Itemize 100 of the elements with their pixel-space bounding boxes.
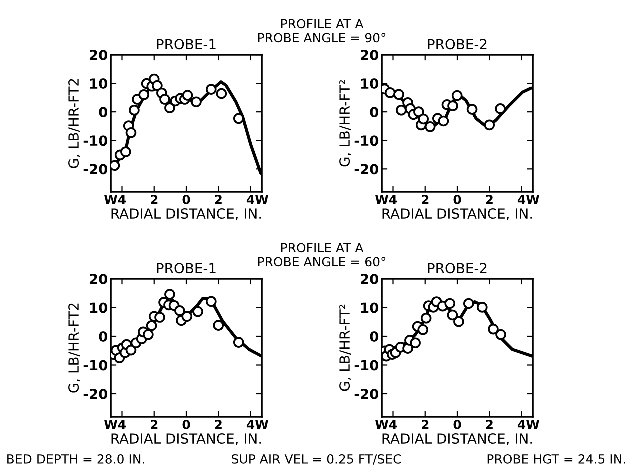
x-tick-label: W: [375, 195, 389, 204]
point: [495, 104, 506, 114]
point: [496, 329, 506, 340]
y-tick-label: -10: [84, 360, 108, 371]
point: [126, 344, 137, 356]
point: [206, 84, 217, 95]
point: [410, 338, 421, 349]
point: [438, 116, 450, 127]
chart-title: PROBE-1: [157, 263, 216, 274]
y-tick-label: 20: [90, 50, 108, 60]
point: [476, 302, 488, 313]
y-tick-label: -10: [354, 360, 379, 371]
x-tick-label: W: [375, 420, 389, 430]
point: [394, 89, 404, 100]
point: [206, 296, 217, 308]
point: [164, 102, 176, 114]
point: [120, 146, 132, 158]
y-tick-label: 0: [99, 107, 108, 118]
y-tick-label: -10: [354, 136, 379, 146]
x-tick-label: 4: [518, 420, 526, 430]
x-tick-label: 4: [118, 195, 126, 204]
y-tick-label: -10: [84, 136, 108, 146]
point: [143, 329, 154, 340]
point: [484, 120, 496, 131]
chart-title: PROBE-1: [157, 39, 216, 50]
y-tick-label: 10: [361, 78, 379, 90]
x-tick-label: 4: [118, 420, 126, 430]
x-tick-label: 4: [246, 195, 255, 204]
point: [466, 104, 478, 115]
point: [182, 90, 194, 101]
point: [146, 320, 158, 332]
text: PROBE ANGLE = 90°: [258, 33, 386, 43]
y-axis-title: G, LB/HR-FT2: [68, 304, 80, 393]
point: [138, 90, 150, 100]
x-tick-label: 0: [182, 195, 190, 204]
y-tick-label: 10: [361, 302, 379, 314]
chart-title: PROBE-2: [428, 39, 487, 50]
point: [233, 113, 244, 124]
point: [216, 88, 228, 100]
text: PROFILE AT A: [281, 19, 364, 29]
point: [418, 114, 430, 125]
x-axis-title: RADIAL DISTANCE, IN.: [112, 434, 262, 446]
text: PROBE HGT = 24.5 IN.: [488, 454, 626, 464]
point: [213, 320, 224, 331]
x-tick-label: 2: [215, 195, 222, 204]
chart-title: PROBE-2: [428, 263, 487, 274]
text: SUP AIR VEL = 0.25 FT/SEC: [232, 454, 402, 465]
y-tick-label: 20: [90, 274, 108, 284]
y-axis-title: G, LB/HR-FT²: [340, 304, 352, 392]
x-axis-title: RADIAL DISTANCE, IN.: [382, 434, 532, 446]
point: [454, 316, 464, 328]
point: [182, 311, 193, 322]
point: [444, 298, 456, 310]
y-tick-label: -20: [84, 164, 108, 175]
text: BED DEPTH = 28.0 IN.: [8, 454, 144, 464]
x-tick-label: W: [526, 195, 540, 204]
point: [396, 104, 407, 116]
x-axis-title: RADIAL DISTANCE, IN.: [382, 208, 532, 220]
y-tick-label: 20: [360, 274, 379, 284]
x-tick-label: 4: [246, 420, 255, 430]
y-tick-label: -20: [84, 388, 108, 400]
point: [126, 128, 137, 138]
point: [452, 90, 463, 102]
x-tick-label: 2: [215, 420, 222, 430]
x-tick-label: 0: [182, 420, 190, 430]
x-tick-label: 2: [486, 420, 493, 430]
y-tick-label: 10: [90, 302, 108, 314]
point: [191, 96, 202, 108]
point: [160, 94, 170, 105]
y-tick-label: 0: [370, 331, 379, 342]
point: [464, 298, 474, 310]
point: [111, 160, 120, 172]
point: [384, 88, 396, 98]
x-tick-label: 2: [422, 420, 429, 430]
y-tick-label: 0: [99, 331, 108, 342]
y-tick-label: 20: [360, 50, 379, 60]
x-tick-label: 2: [422, 195, 429, 204]
x-tick-label: W: [526, 420, 540, 430]
point: [233, 337, 244, 348]
y-tick-label: 10: [90, 78, 108, 90]
x-tick-label: 0: [454, 420, 462, 430]
x-tick-label: W: [255, 420, 269, 430]
point: [414, 106, 424, 118]
x-tick-label: 2: [151, 420, 158, 430]
text: PROBE ANGLE = 60°: [258, 257, 386, 267]
y-axis-title: G, LB/HR-FT²: [340, 80, 352, 167]
point: [424, 122, 436, 132]
x-tick-label: 0: [454, 195, 462, 204]
x-tick-label: W: [104, 420, 118, 430]
x-tick-label: 4: [389, 420, 398, 430]
x-tick-label: 4: [518, 195, 526, 204]
point: [129, 104, 140, 116]
y-tick-label: -20: [354, 164, 379, 175]
x-tick-label: W: [255, 195, 269, 204]
y-tick-label: 0: [370, 107, 379, 118]
point: [418, 324, 429, 336]
x-tick-label: W: [104, 195, 118, 204]
y-tick-label: -20: [354, 388, 379, 400]
x-tick-label: 4: [389, 195, 398, 204]
y-axis-title: G, LB/HR-FT2: [68, 79, 80, 168]
